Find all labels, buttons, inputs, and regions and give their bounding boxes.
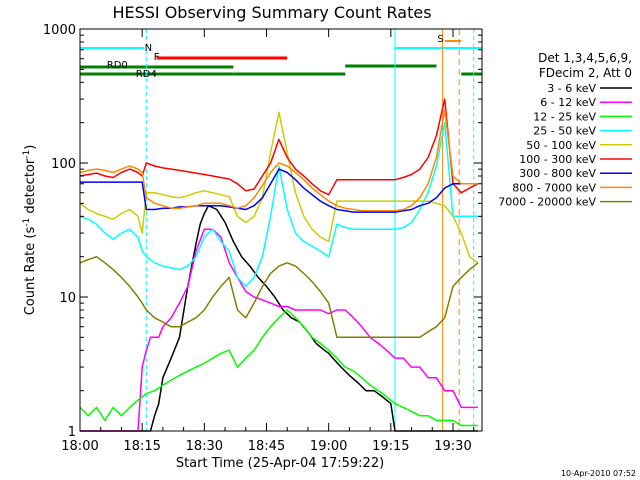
y-axis-label: Count Rate (s-1 detector-1): [22, 145, 38, 316]
y-axis-label-mid: detector: [23, 158, 38, 218]
annotation-rd4: RD4: [136, 69, 157, 80]
y-axis: 1 10 100 1000: [43, 23, 482, 440]
legend-label-800-7000-kev: 800 - 7000 keV: [512, 181, 596, 194]
legend-label-50-100-kev: 50 - 100 keV: [526, 139, 596, 152]
x-tick-label-18-45: 18:45: [248, 439, 285, 454]
series-line-25-50-kev: [79, 121, 478, 288]
series-line-6-12-kev: [80, 228, 478, 432]
legend-label-3-6-kev: 3 - 6 keV: [547, 82, 596, 95]
x-tick-label-19-15: 19:15: [372, 439, 409, 454]
x-tick-label-18-30: 18:30: [186, 439, 223, 454]
y-tick-label-1: 1: [68, 425, 76, 440]
legend-label-100-300-kev: 100 - 300 keV: [519, 153, 596, 166]
x-axis-label: Start Time (25-Apr-04 17:59:22): [176, 456, 384, 471]
y-axis-label-main: Count Rate (s: [23, 227, 38, 316]
series-line-12-25-kev: [79, 309, 478, 427]
legend-header-line-1: Det 1,3,4,5,6,9,: [538, 51, 632, 65]
series-line-7000-20000-kev: [79, 255, 479, 339]
annotation-rd0: RD0: [107, 60, 128, 71]
y-tick-label-10: 10: [59, 291, 76, 306]
x-tick-label-18-15: 18:15: [123, 439, 160, 454]
footer-timestamp: 10-Apr-2010 07:52: [561, 469, 636, 478]
series-layer: [79, 98, 479, 432]
y-axis-label-sup2: -1: [22, 150, 32, 159]
x-tick-label-19-30: 19:30: [434, 439, 471, 454]
y-axis-label-sup: -1: [22, 218, 32, 227]
annotation-f: F: [154, 52, 160, 63]
legend-label-25-50-kev: 25 - 50 keV: [533, 125, 596, 138]
annotation-s: S: [437, 34, 443, 45]
legend-label-7000-20000-kev: 7000 - 20000 keV: [498, 196, 596, 209]
annotation-n: N: [145, 43, 152, 54]
series-line-800-7000-kev: [79, 108, 478, 212]
legend-label-12-25-kev: 12 - 25 keV: [533, 110, 596, 123]
series-line-50-100-kev: [79, 111, 479, 264]
y-axis-label-end: ): [23, 145, 38, 150]
x-tick-label-18-00: 18:00: [61, 439, 98, 454]
plot-frame: [79, 28, 483, 432]
legend-label-6-12-kev: 6 - 12 keV: [540, 96, 596, 109]
legend-header-line-2: FDecim 2, Att 0: [539, 66, 632, 80]
y-tick-label-100: 100: [51, 157, 76, 172]
y-tick-label-1000: 1000: [43, 23, 76, 38]
series-line-300-800-kev: [80, 168, 478, 213]
legend: Det 1,3,4,5,6,9, FDecim 2, Att 0 3 - 6 k…: [498, 51, 632, 209]
chart-title: HESSI Observing Summary Count Rates: [112, 3, 431, 22]
x-axis: 18:00 18:15 18:30 18:45 19:00 19:15 19:30: [61, 29, 475, 454]
x-tick-label-19-00: 19:00: [310, 439, 347, 454]
legend-label-300-800-kev: 300 - 800 keV: [519, 167, 596, 180]
